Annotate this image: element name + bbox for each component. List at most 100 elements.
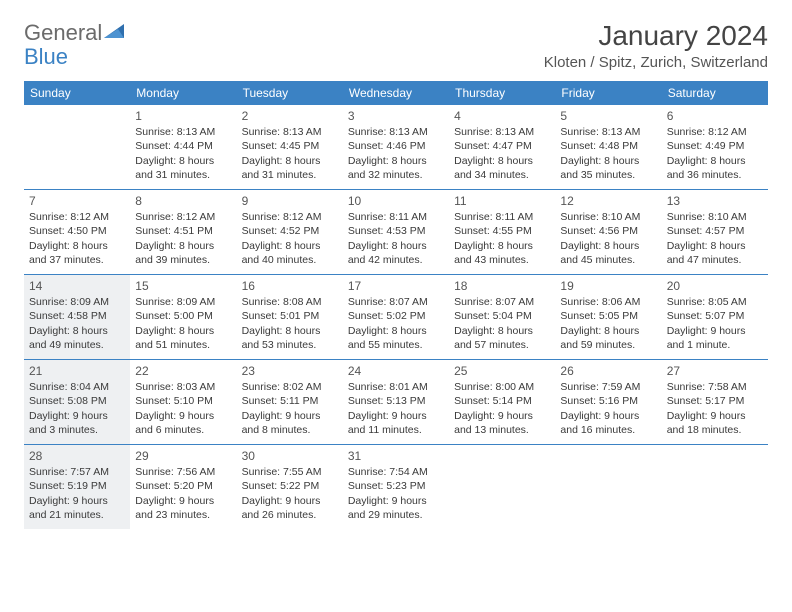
sunrise-text: Sunrise: 8:12 AM: [135, 210, 231, 224]
daylight-text: Daylight: 9 hours and 13 minutes.: [454, 409, 550, 437]
sunrise-text: Sunrise: 8:09 AM: [29, 295, 125, 309]
daylight-text: Daylight: 9 hours and 26 minutes.: [242, 494, 338, 522]
day-number: 5: [560, 108, 656, 124]
day-cell: 8Sunrise: 8:12 AMSunset: 4:51 PMDaylight…: [130, 190, 236, 274]
day-number: 23: [242, 363, 338, 379]
logo: General: [24, 20, 128, 46]
day-cell: 3Sunrise: 8:13 AMSunset: 4:46 PMDaylight…: [343, 105, 449, 189]
week-row: 1Sunrise: 8:13 AMSunset: 4:44 PMDaylight…: [24, 105, 768, 190]
day-number: 13: [667, 193, 763, 209]
daylight-text: Daylight: 8 hours and 31 minutes.: [135, 154, 231, 182]
day-number: 3: [348, 108, 444, 124]
sunset-text: Sunset: 5:10 PM: [135, 394, 231, 408]
daylight-text: Daylight: 8 hours and 40 minutes.: [242, 239, 338, 267]
day-number: 31: [348, 448, 444, 464]
day-cell: 6Sunrise: 8:12 AMSunset: 4:49 PMDaylight…: [662, 105, 768, 189]
sunrise-text: Sunrise: 7:59 AM: [560, 380, 656, 394]
day-cell: 20Sunrise: 8:05 AMSunset: 5:07 PMDayligh…: [662, 275, 768, 359]
sunrise-text: Sunrise: 8:11 AM: [454, 210, 550, 224]
sunrise-text: Sunrise: 7:55 AM: [242, 465, 338, 479]
sunrise-text: Sunrise: 8:07 AM: [348, 295, 444, 309]
sunset-text: Sunset: 5:01 PM: [242, 309, 338, 323]
daylight-text: Daylight: 9 hours and 1 minute.: [667, 324, 763, 352]
logo-text-blue: Blue: [24, 44, 68, 69]
day-cell: 18Sunrise: 8:07 AMSunset: 5:04 PMDayligh…: [449, 275, 555, 359]
sunset-text: Sunset: 4:53 PM: [348, 224, 444, 238]
sunset-text: Sunset: 5:11 PM: [242, 394, 338, 408]
sunrise-text: Sunrise: 8:13 AM: [454, 125, 550, 139]
daylight-text: Daylight: 9 hours and 23 minutes.: [135, 494, 231, 522]
daylight-text: Daylight: 8 hours and 53 minutes.: [242, 324, 338, 352]
day-cell: 12Sunrise: 8:10 AMSunset: 4:56 PMDayligh…: [555, 190, 661, 274]
sunset-text: Sunset: 4:57 PM: [667, 224, 763, 238]
month-title: January 2024: [544, 20, 768, 52]
sunrise-text: Sunrise: 8:06 AM: [560, 295, 656, 309]
day-number: 24: [348, 363, 444, 379]
daylight-text: Daylight: 8 hours and 34 minutes.: [454, 154, 550, 182]
sunset-text: Sunset: 4:48 PM: [560, 139, 656, 153]
sunrise-text: Sunrise: 8:09 AM: [135, 295, 231, 309]
sunset-text: Sunset: 5:07 PM: [667, 309, 763, 323]
day-number: 22: [135, 363, 231, 379]
day-number: 11: [454, 193, 550, 209]
day-number: 19: [560, 278, 656, 294]
day-cell: 5Sunrise: 8:13 AMSunset: 4:48 PMDaylight…: [555, 105, 661, 189]
calendar: SundayMondayTuesdayWednesdayThursdayFrid…: [24, 81, 768, 529]
sunrise-text: Sunrise: 8:02 AM: [242, 380, 338, 394]
day-cell: 26Sunrise: 7:59 AMSunset: 5:16 PMDayligh…: [555, 360, 661, 444]
logo-text-general: General: [24, 20, 102, 46]
day-cell: 28Sunrise: 7:57 AMSunset: 5:19 PMDayligh…: [24, 445, 130, 529]
sunset-text: Sunset: 5:23 PM: [348, 479, 444, 493]
daylight-text: Daylight: 9 hours and 11 minutes.: [348, 409, 444, 437]
sunset-text: Sunset: 4:44 PM: [135, 139, 231, 153]
sunrise-text: Sunrise: 8:12 AM: [29, 210, 125, 224]
sunrise-text: Sunrise: 8:04 AM: [29, 380, 125, 394]
sunrise-text: Sunrise: 8:12 AM: [667, 125, 763, 139]
week-row: 28Sunrise: 7:57 AMSunset: 5:19 PMDayligh…: [24, 445, 768, 529]
sunset-text: Sunset: 4:55 PM: [454, 224, 550, 238]
day-cell: 9Sunrise: 8:12 AMSunset: 4:52 PMDaylight…: [237, 190, 343, 274]
day-number: 20: [667, 278, 763, 294]
day-number: 17: [348, 278, 444, 294]
day-cell: [449, 445, 555, 529]
sunset-text: Sunset: 5:02 PM: [348, 309, 444, 323]
day-cell: 1Sunrise: 8:13 AMSunset: 4:44 PMDaylight…: [130, 105, 236, 189]
weeks-container: 1Sunrise: 8:13 AMSunset: 4:44 PMDaylight…: [24, 105, 768, 529]
sunset-text: Sunset: 5:13 PM: [348, 394, 444, 408]
daylight-text: Daylight: 8 hours and 55 minutes.: [348, 324, 444, 352]
sunset-text: Sunset: 5:22 PM: [242, 479, 338, 493]
sunrise-text: Sunrise: 8:10 AM: [560, 210, 656, 224]
day-number: 12: [560, 193, 656, 209]
day-cell: [555, 445, 661, 529]
day-number: 28: [29, 448, 125, 464]
day-number: 6: [667, 108, 763, 124]
sunset-text: Sunset: 5:04 PM: [454, 309, 550, 323]
day-header: Monday: [130, 81, 236, 105]
sunset-text: Sunset: 4:50 PM: [29, 224, 125, 238]
day-cell: 15Sunrise: 8:09 AMSunset: 5:00 PMDayligh…: [130, 275, 236, 359]
sunset-text: Sunset: 4:51 PM: [135, 224, 231, 238]
day-number: 25: [454, 363, 550, 379]
location: Kloten / Spitz, Zurich, Switzerland: [544, 54, 768, 71]
sunset-text: Sunset: 4:46 PM: [348, 139, 444, 153]
sunrise-text: Sunrise: 8:13 AM: [242, 125, 338, 139]
sunrise-text: Sunrise: 8:08 AM: [242, 295, 338, 309]
daylight-text: Daylight: 8 hours and 35 minutes.: [560, 154, 656, 182]
day-number: 10: [348, 193, 444, 209]
day-number: 26: [560, 363, 656, 379]
day-number: 18: [454, 278, 550, 294]
logo-triangle-icon: [104, 22, 126, 45]
day-number: 1: [135, 108, 231, 124]
day-number: 7: [29, 193, 125, 209]
day-number: 14: [29, 278, 125, 294]
day-cell: [662, 445, 768, 529]
day-cell: 19Sunrise: 8:06 AMSunset: 5:05 PMDayligh…: [555, 275, 661, 359]
sunrise-text: Sunrise: 8:13 AM: [348, 125, 444, 139]
day-number: 8: [135, 193, 231, 209]
daylight-text: Daylight: 8 hours and 43 minutes.: [454, 239, 550, 267]
daylight-text: Daylight: 9 hours and 21 minutes.: [29, 494, 125, 522]
sunset-text: Sunset: 4:49 PM: [667, 139, 763, 153]
sunrise-text: Sunrise: 7:57 AM: [29, 465, 125, 479]
week-row: 21Sunrise: 8:04 AMSunset: 5:08 PMDayligh…: [24, 360, 768, 445]
day-cell: 30Sunrise: 7:55 AMSunset: 5:22 PMDayligh…: [237, 445, 343, 529]
